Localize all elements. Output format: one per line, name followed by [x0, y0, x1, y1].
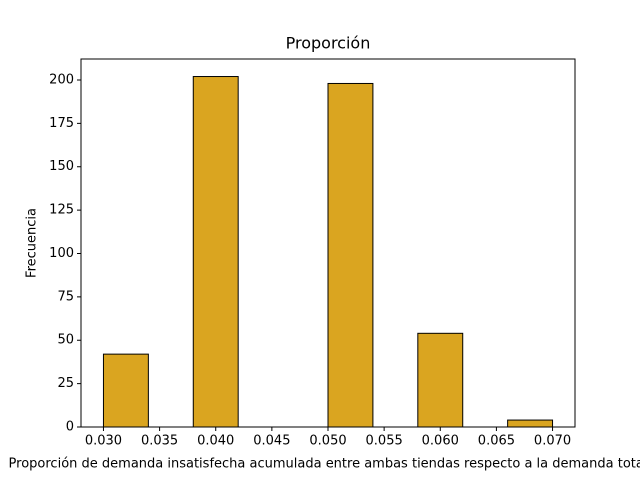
x-tick-label: 0.045	[253, 434, 290, 449]
x-tick-label: 0.070	[534, 434, 571, 449]
y-tick-label: 175	[49, 116, 74, 131]
x-tick-label: 0.060	[422, 434, 459, 449]
x-tick-label: 0.030	[85, 434, 122, 449]
bar	[327, 82, 374, 428]
x-tick-label: 0.065	[478, 434, 515, 449]
chart-title: Proporción	[286, 34, 371, 53]
x-tick-label: 0.035	[141, 434, 178, 449]
bar	[507, 419, 554, 428]
y-tick-label: 50	[57, 333, 74, 348]
x-tick-label: 0.055	[366, 434, 403, 449]
y-tick-label: 150	[49, 159, 74, 174]
x-tick-label: 0.040	[197, 434, 234, 449]
y-axis-label: Frecuencia	[25, 208, 40, 278]
y-tick-label: 75	[57, 289, 74, 304]
y-tick-label: 200	[49, 72, 74, 87]
y-tick-label: 0	[66, 420, 74, 435]
x-axis-label: Proporción de demanda insatisfecha acumu…	[9, 457, 640, 472]
bar	[192, 76, 239, 428]
bar	[417, 332, 464, 428]
y-tick-label: 125	[49, 203, 74, 218]
y-tick-label: 100	[49, 246, 74, 261]
y-tick-label: 25	[57, 376, 74, 391]
bar	[102, 353, 149, 428]
x-tick-label: 0.050	[309, 434, 346, 449]
